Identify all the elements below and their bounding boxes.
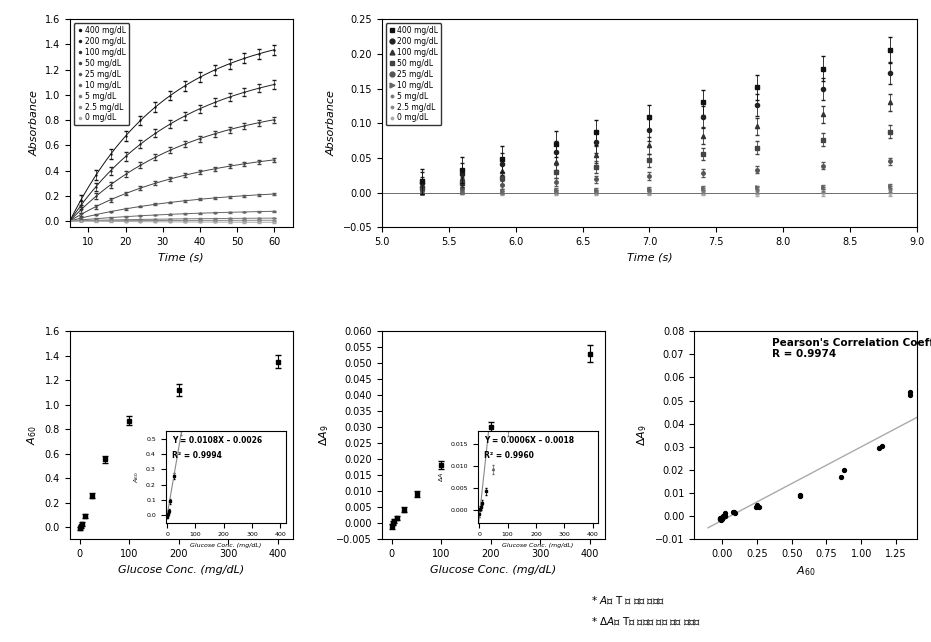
Point	[713, 513, 728, 523]
Point	[902, 390, 917, 401]
Point	[726, 507, 741, 517]
Y-axis label: Absorbance: Absorbance	[29, 91, 39, 156]
X-axis label: $A_{60}$: $A_{60}$	[796, 564, 816, 578]
Point	[718, 508, 733, 519]
Y-axis label: $\Delta A_{9}$: $\Delta A_{9}$	[317, 424, 331, 446]
Text: * $A$는 T 초 이후 흡광도: * $A$는 T 초 이후 흡광도	[591, 594, 665, 606]
Point	[712, 514, 727, 524]
X-axis label: Time (s): Time (s)	[158, 252, 204, 263]
Y-axis label: Absorbance: Absorbance	[327, 91, 337, 156]
Legend: 400 mg/dL, 200 mg/dL, 100 mg/dL, 50 mg/dL, 25 mg/dL, 10 mg/dL, 5 mg/dL, 2.5 mg/d: 400 mg/dL, 200 mg/dL, 100 mg/dL, 50 mg/d…	[74, 23, 129, 125]
Point	[792, 490, 807, 501]
Point	[718, 511, 733, 521]
Point	[751, 501, 766, 512]
Text: * $\Delta A$는 T초 동안의 선형 회귀 기울기: * $\Delta A$는 T초 동안의 선형 회귀 기울기	[591, 615, 701, 627]
Point	[718, 510, 733, 521]
Point	[726, 507, 741, 517]
X-axis label: Time (s): Time (s)	[627, 252, 672, 263]
Point	[713, 514, 728, 524]
X-axis label: Glucose Conc. (mg/dL): Glucose Conc. (mg/dL)	[430, 564, 557, 575]
Point	[714, 514, 729, 524]
Point	[833, 472, 848, 482]
Point	[712, 514, 727, 524]
Point	[715, 512, 730, 522]
Point	[792, 490, 807, 500]
Point	[713, 514, 728, 525]
Point	[728, 508, 743, 518]
Y-axis label: $\Delta A_{9}$: $\Delta A_{9}$	[636, 424, 649, 446]
Point	[836, 465, 851, 476]
Text: Pearson's Correlation Coefficient
R = 0.9974: Pearson's Correlation Coefficient R = 0.…	[772, 338, 931, 359]
Point	[716, 510, 731, 521]
Point	[716, 510, 731, 521]
Legend: 400 mg/dL, 200 mg/dL, 100 mg/dL, 50 mg/dL, 25 mg/dL, 10 mg/dL, 5 mg/dL, 2.5 mg/d: 400 mg/dL, 200 mg/dL, 100 mg/dL, 50 mg/d…	[385, 23, 441, 125]
Point	[713, 514, 728, 525]
Point	[714, 513, 729, 523]
Point	[871, 443, 886, 453]
Point	[749, 500, 764, 510]
X-axis label: Glucose Conc. (mg/dL): Glucose Conc. (mg/dL)	[118, 564, 245, 575]
Point	[874, 441, 889, 451]
Point	[749, 502, 763, 512]
Y-axis label: $A_{60}$: $A_{60}$	[25, 426, 39, 445]
Point	[903, 387, 918, 397]
